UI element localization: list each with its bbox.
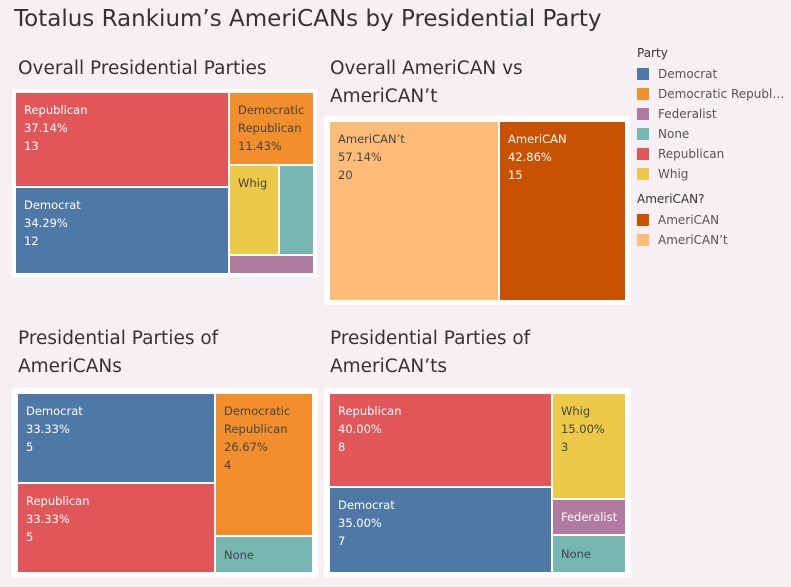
- tile-name-label: Federalist: [561, 510, 618, 524]
- tile-name-label: Democrat: [24, 198, 81, 212]
- tile-percent-label: 34.29%: [24, 216, 68, 230]
- treemap-tile-none[interactable]: None: [216, 537, 312, 572]
- tile-percent-label: 15.00%: [561, 422, 605, 436]
- legend-swatch: [637, 214, 649, 226]
- tile-name-label: Republican: [24, 103, 88, 117]
- legend-label: Federalist: [658, 107, 717, 121]
- tile-percent-label: 33.33%: [26, 422, 70, 436]
- legend-item-american[interactable]: AmeriCAN: [637, 210, 787, 230]
- tile-percent-label: 37.14%: [24, 121, 68, 135]
- tile-name-label: Whig: [238, 176, 268, 190]
- treemap-tile-republican[interactable]: Republican 40.00% 8: [330, 394, 551, 486]
- tile-name-label: Whig: [561, 404, 591, 418]
- chart-title-parties-americants: Presidential Parties of AmeriCAN’ts: [330, 328, 531, 377]
- treemap-tile-democrat[interactable]: Democrat 34.29% 12: [16, 188, 228, 273]
- tile-name-label: Democratic: [224, 404, 291, 418]
- legend: Party Democrat Democratic Republic... Fede…: [637, 46, 787, 250]
- legend-label: AmeriCAN: [658, 213, 720, 227]
- tile-name-label: None: [224, 547, 255, 562]
- tile-name-label: Republican: [224, 422, 288, 436]
- tile-percent-label: 11.43%: [238, 139, 282, 153]
- tile-percent-label: 33.33%: [26, 512, 70, 526]
- chart-title-americans-vs: Overall AmeriCAN vs AmeriCAN’t: [330, 58, 523, 107]
- treemap-tile-american-t[interactable]: AmeriCAN’t 57.14% 20: [330, 122, 498, 300]
- dashboard-title: Totalus Rankium’s AmeriCANs by President…: [14, 6, 602, 32]
- tile-percent-label: 40.00%: [338, 422, 382, 436]
- tile-count-label: 7: [338, 534, 346, 548]
- legend-label: Democrat: [658, 67, 718, 81]
- treemap-tile-republican[interactable]: Republican 37.14% 13: [16, 93, 228, 186]
- legend-label: AmeriCAN’t: [658, 233, 728, 247]
- treemap-tile-democratic-republican[interactable]: Democratic Republican 11.43%: [230, 93, 313, 164]
- legend-label: Democratic Republic...: [658, 87, 787, 101]
- legend-item-republican[interactable]: Republican: [637, 144, 787, 164]
- legend-swatch: [637, 108, 649, 120]
- tile-count-label: 20: [338, 168, 353, 182]
- chart-title-overall-parties: Overall Presidential Parties: [18, 58, 267, 79]
- legend-swatch: [637, 88, 649, 100]
- tile-name-label: Democrat: [26, 404, 83, 418]
- treemap-tile-democrat[interactable]: Democrat 35.00% 7: [330, 488, 551, 572]
- tile-name-label: Republican: [26, 494, 90, 508]
- treemap-tile-democrat[interactable]: Democrat 33.33% 5: [18, 394, 214, 482]
- tile-name-label: AmeriCAN: [508, 132, 567, 146]
- treemap-tile-none[interactable]: [280, 166, 313, 254]
- legend-american-title: AmeriCAN?: [637, 192, 705, 206]
- legend-swatch: [637, 128, 649, 140]
- legend-label: Republican: [658, 147, 725, 161]
- treemap-tile-whig[interactable]: Whig 15.00% 3: [553, 394, 625, 498]
- legend-label: None: [658, 127, 690, 141]
- tile-count-label: 13: [24, 139, 39, 153]
- tile-count-label: 15: [508, 168, 523, 182]
- legend-item-federalist[interactable]: Federalist: [637, 104, 787, 124]
- legend-party-title: Party: [637, 46, 668, 60]
- treemap-tile-american[interactable]: AmeriCAN 42.86% 15: [500, 122, 625, 300]
- tile-count-label: 8: [338, 440, 346, 454]
- tile-name-label: Republican: [338, 404, 402, 418]
- legend-swatch: [637, 234, 649, 246]
- tile-count-label: 5: [26, 440, 34, 454]
- legend-label: Whig: [658, 167, 689, 181]
- chart-title-parties-americans: Presidential Parties of AmeriCANs: [18, 328, 219, 377]
- tile-percent-label: 35.00%: [338, 516, 382, 530]
- tile-percent-label: 42.86%: [508, 150, 552, 164]
- legend-item-american-t[interactable]: AmeriCAN’t: [637, 230, 787, 250]
- legend-swatch: [637, 168, 649, 180]
- tile-percent-label: 57.14%: [338, 150, 382, 164]
- tile-name-label: Democratic: [238, 103, 305, 117]
- treemap-tile-none[interactable]: None: [553, 536, 625, 572]
- tile-count-label: 3: [561, 440, 569, 454]
- tile-count-label: 4: [224, 458, 232, 472]
- treemap-tile-whig[interactable]: Whig: [230, 166, 278, 254]
- tile-name-label: Republican: [238, 121, 302, 135]
- legend-item-democratic-republican[interactable]: Democratic Republic...: [637, 84, 787, 104]
- legend-item-none[interactable]: None: [637, 124, 787, 144]
- legend-swatch: [637, 148, 649, 160]
- tile-name-label: AmeriCAN’t: [338, 132, 405, 146]
- tile-count-label: 5: [26, 530, 34, 544]
- legend-item-whig[interactable]: Whig: [637, 164, 787, 184]
- treemap-tile-democratic-republican[interactable]: Democratic Republican 26.67% 4: [216, 394, 312, 535]
- legend-swatch: [637, 68, 649, 80]
- tile-name-label: Democrat: [338, 498, 395, 512]
- tile-count-label: 12: [24, 234, 39, 248]
- tile-percent-label: 26.67%: [224, 440, 268, 454]
- tile-name-label: None: [561, 547, 592, 561]
- treemap-tile-federalist[interactable]: Federalist: [553, 500, 625, 534]
- treemap-tile-republican[interactable]: Republican 33.33% 5: [18, 484, 214, 572]
- treemap-tile-federalist[interactable]: [230, 256, 313, 273]
- legend-item-democrat[interactable]: Democrat: [637, 64, 787, 84]
